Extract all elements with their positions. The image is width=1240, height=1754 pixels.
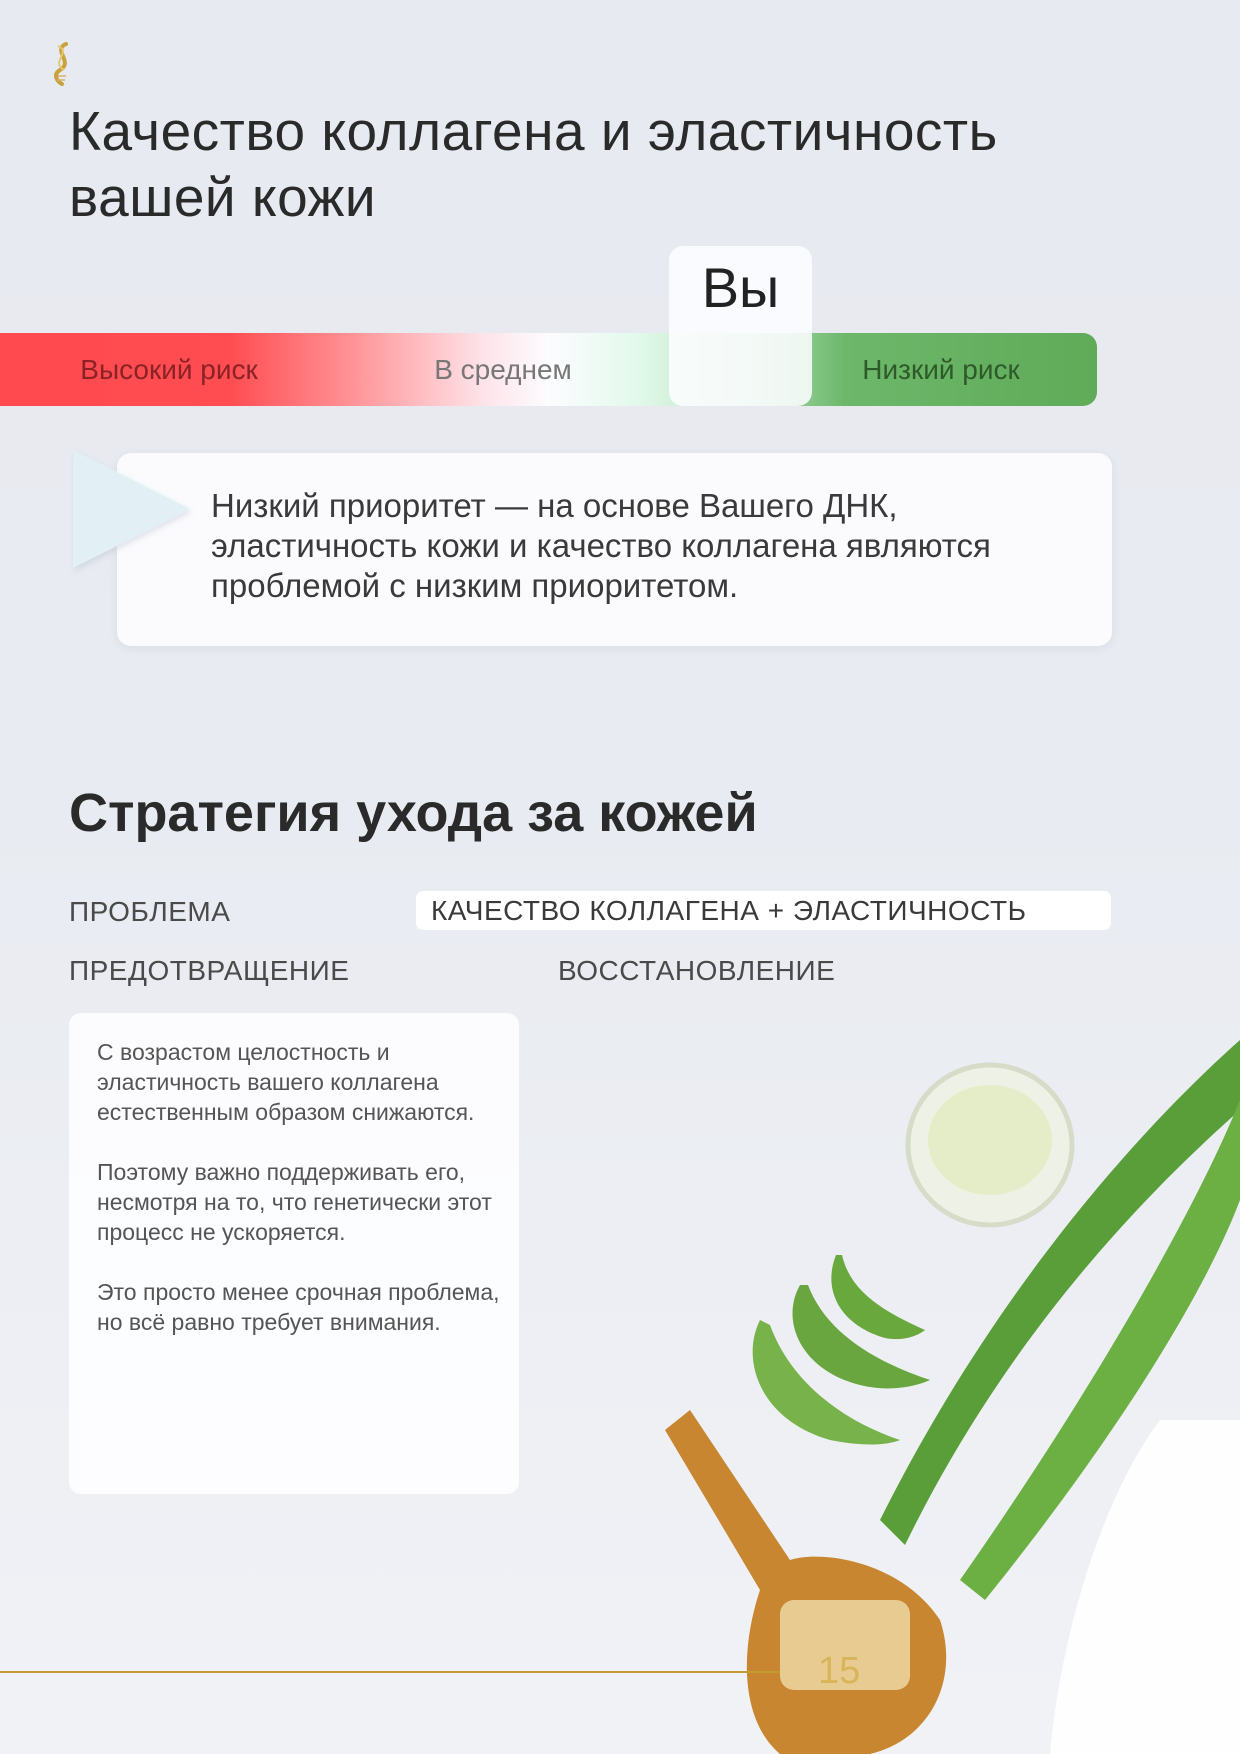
- high-risk-label: Высокий риск: [80, 354, 258, 385]
- problem-label: ПРОБЛЕМА: [69, 896, 231, 927]
- priority-callout-text: Низкий приоритет — на основе Вашего ДНК,…: [211, 487, 991, 604]
- page-number: 15: [818, 1650, 861, 1692]
- problem-value: КАЧЕСТВО КОЛЛАГЕНА + ЭЛАСТИЧНОСТЬ: [431, 895, 1027, 926]
- prevention-label: ПРЕДОТВРАЩЕНИЕ: [69, 955, 350, 986]
- prevention-paragraph: Это просто менее срочная проблема, но вс…: [97, 1279, 500, 1335]
- footer-divider: [0, 1671, 780, 1673]
- title-line-1: Качество коллагена и эластичность: [69, 100, 998, 162]
- prevention-paragraph: Поэтому важно поддерживать его, несмотря…: [97, 1159, 492, 1245]
- aloe-leaf: [960, 1100, 1240, 1600]
- title-line-2: вашей кожи: [69, 166, 377, 228]
- page-title: Качество коллагена и эластичность вашей …: [69, 98, 998, 230]
- aloe-leaf: [880, 1040, 1240, 1545]
- wooden-spoon: [665, 1410, 947, 1754]
- priority-callout: [117, 453, 1112, 646]
- aloe-gel-cubes: [780, 1600, 910, 1690]
- recovery-label: ВОССТАНОВЛЕНИЕ: [558, 955, 836, 986]
- prevention-card-text: С возрастом целостность и эластичность в…: [97, 1037, 507, 1367]
- cream-bottle: [1050, 1420, 1240, 1754]
- you-marker: [669, 246, 812, 406]
- risk-scale-bar: [0, 333, 1097, 406]
- prevention-card: [69, 1013, 519, 1494]
- dna-logo-icon: [54, 42, 68, 86]
- average-risk-label: В среднем: [434, 354, 572, 385]
- aloe-slice: [752, 1320, 900, 1445]
- low-risk-label: Низкий риск: [862, 354, 1020, 385]
- aloe-slice: [831, 1255, 925, 1340]
- problem-badge: [416, 891, 1111, 930]
- prevention-paragraph: С возрастом целостность и эластичность в…: [97, 1039, 475, 1125]
- strategy-heading: Стратегия ухода за кожей: [69, 783, 758, 843]
- aloe-slice: [792, 1285, 930, 1389]
- callout-arrow-icon: [73, 450, 190, 568]
- you-marker-label: Вы: [701, 256, 780, 319]
